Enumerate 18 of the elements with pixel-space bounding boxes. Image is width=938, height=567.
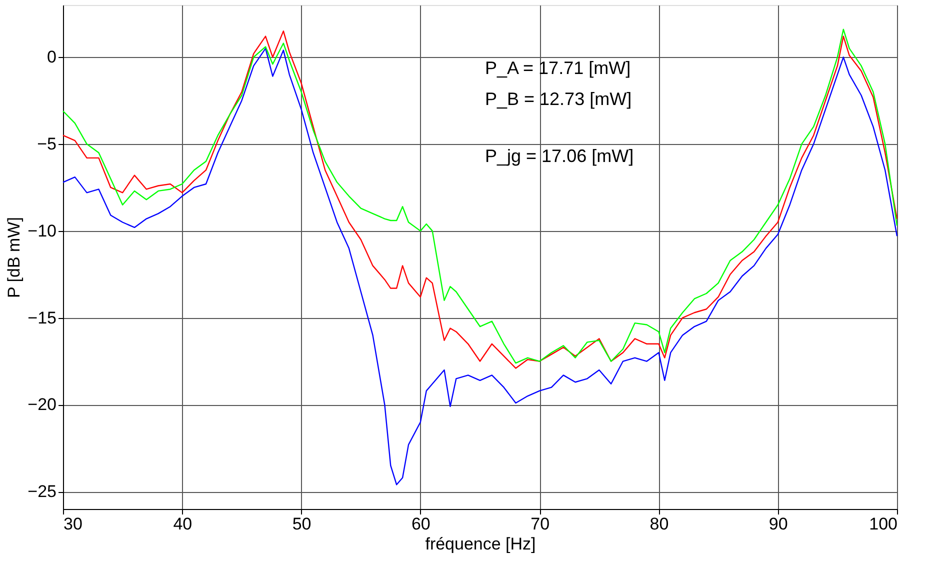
x-tick-label: 90 bbox=[768, 514, 788, 534]
x-tick-label: 40 bbox=[173, 514, 192, 534]
y-tick-label: −15 bbox=[28, 308, 56, 328]
y-tick-label: −20 bbox=[28, 395, 56, 414]
x-tick-label: 30 bbox=[64, 514, 82, 534]
line-series bbox=[62, 48, 898, 486]
y-tick-label: −5 bbox=[37, 134, 56, 154]
x-tick-label: 70 bbox=[530, 514, 550, 534]
y-tick-label: 0 bbox=[47, 48, 56, 67]
x-tick-label: 100 bbox=[869, 514, 898, 534]
y-axis-title: P [dB mW] bbox=[4, 217, 24, 298]
x-tick-label: 50 bbox=[292, 514, 312, 534]
y-tick-label: −10 bbox=[28, 221, 56, 240]
x-tick-label: 80 bbox=[650, 514, 669, 534]
y-tick-label: −25 bbox=[28, 482, 56, 502]
x-axis-title: fréquence [Hz] bbox=[425, 534, 536, 554]
x-tick-label: 60 bbox=[411, 514, 430, 534]
annotation: P_jg = 17.06 [mW] bbox=[485, 146, 634, 166]
